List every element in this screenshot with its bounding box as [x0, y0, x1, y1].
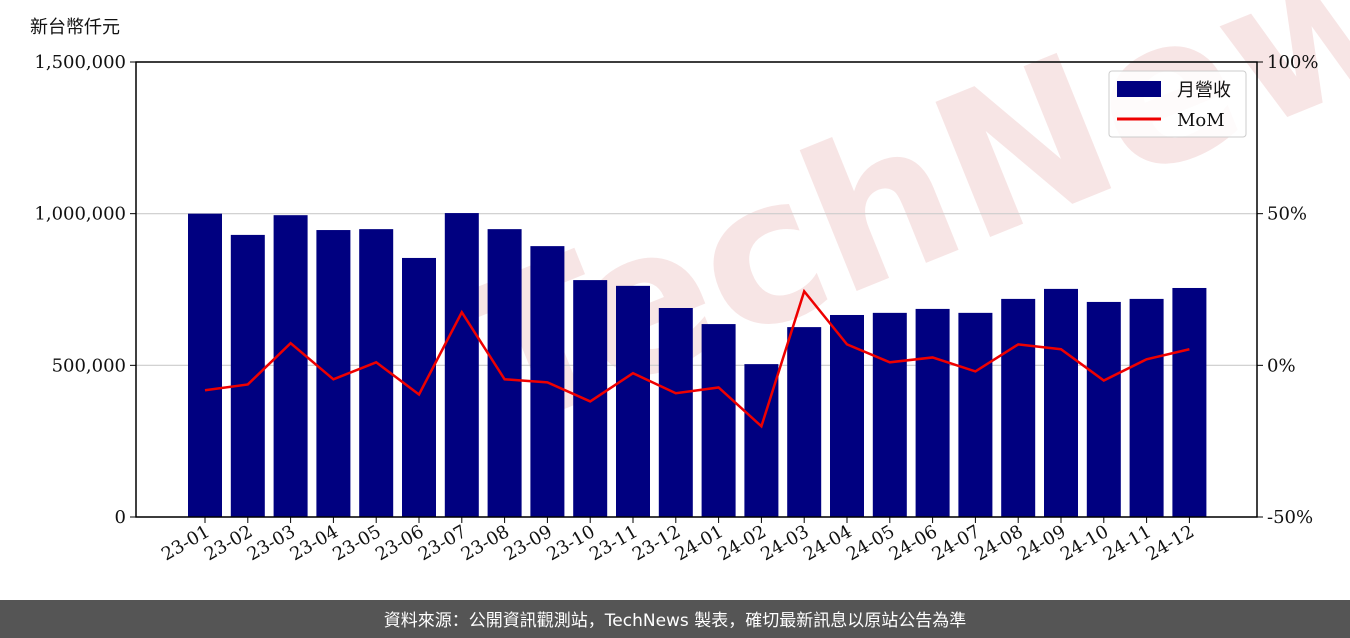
x-tick-label: 24-07 [928, 521, 983, 565]
x-tick-label: 23-05 [329, 521, 384, 565]
footer-bar [0, 600, 1350, 638]
x-tick-label: 23-03 [244, 521, 299, 565]
bar [1086, 301, 1121, 517]
y-tick-label: 500,000 [52, 355, 126, 376]
bar [787, 327, 822, 517]
bar [1172, 287, 1207, 517]
bar [616, 285, 650, 517]
x-tick-label: 23-09 [500, 521, 555, 565]
bar [958, 312, 993, 517]
x-tick-label: 23-11 [586, 521, 641, 565]
y2-tick-label: 0% [1267, 355, 1296, 376]
legend-label: 月營收 [1177, 80, 1231, 101]
y2-tick-label: 100% [1267, 52, 1318, 73]
bar [359, 229, 394, 518]
y-axis-label: 新台幣仟元 [30, 17, 120, 38]
legend-label: MoM [1177, 110, 1225, 131]
x-tick-label: 24-06 [886, 521, 941, 565]
y2-tick-label: 50% [1267, 204, 1307, 225]
x-tick-label: 23-08 [458, 521, 513, 565]
line [204, 288, 1190, 429]
bar [487, 229, 522, 518]
x-tick-label: 24-08 [971, 521, 1026, 565]
x-tick-label: 24-09 [1014, 521, 1069, 565]
x-tick-label: 23-02 [201, 521, 256, 565]
bar [188, 213, 222, 517]
x-tick-label: 24-10 [1057, 521, 1112, 565]
bar [273, 215, 308, 517]
bar [444, 213, 479, 517]
y2-tick-label: -50% [1267, 507, 1313, 528]
bar [1001, 298, 1036, 517]
x-tick-label: 24-01 [672, 521, 727, 565]
bar [701, 324, 736, 517]
bar [915, 308, 950, 517]
footer-text: 資料來源：公開資訊觀測站，TechNews 製表，確切最新訊息以原站公告為準 [384, 611, 966, 631]
y-tick-label: 1,500,000 [34, 52, 126, 73]
x-tick-label: 23-12 [629, 521, 684, 565]
bar [402, 257, 436, 517]
x-tick-label: 23-06 [372, 521, 427, 565]
x-tick-label: 24-12 [1142, 521, 1197, 565]
x-tick-label: 24-11 [1100, 521, 1155, 565]
bar [230, 234, 265, 517]
x-tick-label: 24-04 [800, 521, 855, 565]
legend-swatch [1117, 81, 1161, 97]
x-tick-label: 23-07 [415, 521, 470, 565]
x-tick-label: 24-02 [714, 521, 769, 565]
x-tick-label: 23-04 [286, 521, 341, 565]
plot-frame [135, 61, 1258, 518]
y-tick-label: 0 [115, 507, 126, 528]
bar [1129, 298, 1164, 517]
x-tick-label: 24-05 [843, 521, 898, 565]
x-tick-label: 23-10 [543, 521, 598, 565]
x-tick-label: 23-01 [158, 521, 213, 565]
bar [1044, 288, 1078, 517]
y-tick-label: 1,000,000 [34, 204, 126, 225]
bar [658, 308, 693, 517]
x-tick-label: 24-03 [757, 521, 812, 565]
bar [872, 312, 907, 517]
bar [573, 280, 608, 517]
